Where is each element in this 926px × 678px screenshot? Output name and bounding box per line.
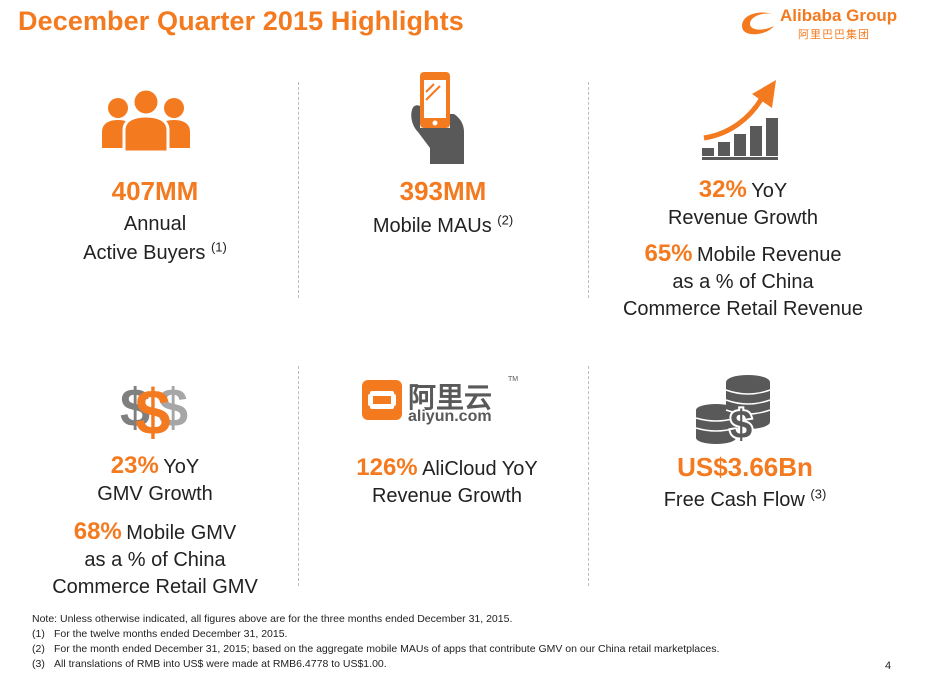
cashflow-value: US$3.66Bn (677, 452, 813, 482)
column-divider (298, 82, 299, 298)
aliyun-en-text: aliyun.com (408, 408, 492, 425)
gmv-metric: 23% YoY GMV Growth 68% Mobile GMV as a %… (30, 452, 280, 601)
mobile-value: 393MM (399, 176, 487, 206)
smartphone-icon (411, 72, 464, 164)
dollar-signs-icon: $ $ $ (120, 376, 188, 442)
svg-text:$: $ (730, 403, 752, 446)
footnote-text: For the twelve months ended December 31,… (54, 628, 288, 640)
aliyun-cn-text: 阿里云 (408, 382, 493, 413)
page-number: 4 (885, 660, 892, 672)
svg-text:$: $ (135, 376, 171, 442)
footnotes: Note: Unless otherwise indicated, all fi… (32, 612, 719, 672)
mobile-gmv-line3: Commerce Retail GMV (52, 576, 258, 598)
mobile-revenue-suffix: Mobile Revenue (696, 244, 842, 266)
alicloud-growth-suffix: AliCloud YoY (422, 458, 538, 480)
alicloud-metric: 126% AliCloud YoY Revenue Growth (316, 454, 578, 510)
revenue-growth-suffix: YoY (751, 180, 788, 202)
footnote-ref-2: (2) (497, 212, 514, 228)
growth-chart-icon (702, 80, 778, 160)
mobile-gmv-value: 68% (73, 518, 122, 545)
footnote-ref-1: (1) (210, 239, 227, 255)
buyers-label-line2: Active Buyers (83, 242, 206, 264)
revenue-growth-label: Revenue Growth (667, 207, 819, 229)
aliyun-mark-icon (362, 380, 402, 420)
column-divider (588, 82, 589, 298)
footnote-number: (1) (32, 628, 45, 640)
alicloud-growth-label: Revenue Growth (371, 485, 523, 507)
alibaba-smile-icon (742, 12, 774, 35)
aliyun-tm: TM (508, 376, 519, 383)
svg-text:$: $ (730, 403, 752, 446)
logo-text: Alibaba Group (780, 6, 898, 25)
footnote-text: All translations of RMB into US$ were ma… (54, 658, 387, 670)
mobile-metric: 393MM Mobile MAUs (2) (320, 176, 566, 240)
footnote-number: (2) (32, 643, 45, 655)
logo-chinese-text: 阿里巴巴集团 (798, 29, 870, 41)
footnote-number: (3) (32, 658, 45, 670)
footnote-item: (2) For the month ended December 31, 2015… (32, 642, 719, 657)
svg-text:$: $ (158, 378, 188, 438)
gmv-growth-label: GMV Growth (97, 483, 213, 505)
buyers-value: 407MM (111, 176, 199, 206)
footnote-item: (3) All translations of RMB into US$ were… (32, 657, 719, 672)
svg-text:$: $ (120, 378, 150, 438)
alibaba-logo: Alibaba Group 阿里巴巴集团 (738, 4, 918, 44)
revenue-growth-value: 32% (698, 176, 747, 203)
buyers-label-line1: Annual (123, 213, 187, 235)
alicloud-growth-value: 126% (356, 454, 418, 481)
mobile-gmv-suffix: Mobile GMV (126, 522, 237, 544)
revenue-metric: 32% YoY Revenue Growth 65% Mobile Revenu… (600, 176, 886, 323)
cashflow-label: Free Cash Flow (663, 489, 805, 511)
mobile-revenue-line3: Commerce Retail Revenue (622, 298, 864, 320)
mobile-revenue-value: 65% (644, 240, 693, 267)
mobile-revenue-line2: as a % of China (672, 271, 814, 293)
footnote-text: For the month ended December 31, 2015; b… (54, 643, 720, 655)
column-divider (298, 366, 299, 586)
gmv-growth-value: 23% (110, 452, 159, 479)
column-divider (588, 366, 589, 586)
aliyun-logo-icon: 阿里云 TM aliyun.com (362, 376, 532, 432)
coins-icon: $ $ (695, 375, 771, 446)
footnote-ref-3: (3) (810, 486, 827, 502)
users-icon (102, 87, 190, 154)
mobile-label: Mobile MAUs (372, 215, 492, 237)
mobile-gmv-line2: as a % of China (84, 549, 226, 571)
buyers-metric: 407MM Annual Active Buyers (1) (40, 176, 270, 267)
cashflow-metric: US$3.66Bn Free Cash Flow (3) (620, 452, 870, 514)
footnote-intro: Note: Unless otherwise indicated, all fi… (32, 613, 513, 625)
footnote-item: (1) For the twelve months ended December … (32, 627, 719, 642)
page-title: December Quarter 2015 Highlights (18, 6, 464, 36)
gmv-growth-suffix: YoY (163, 456, 200, 478)
